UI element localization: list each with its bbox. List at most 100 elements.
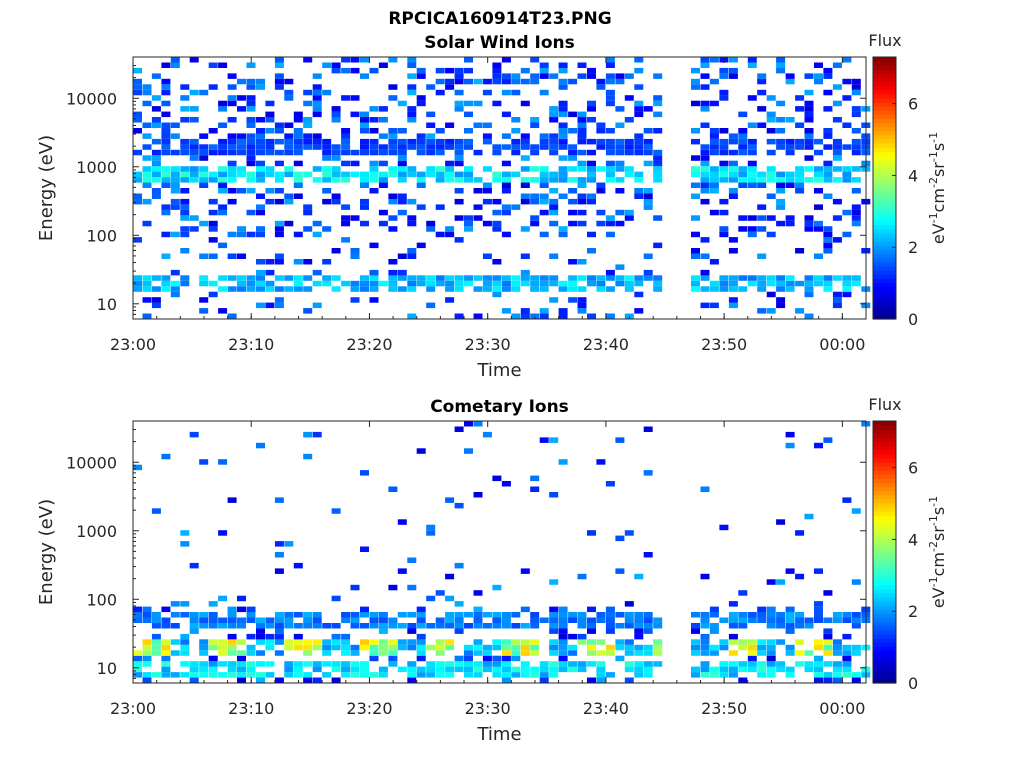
heatmap-cell — [407, 286, 417, 292]
heatmap-cell — [520, 313, 530, 319]
heatmap-cell — [293, 644, 303, 651]
heatmap-cell — [492, 259, 502, 265]
colorbar-swatch — [873, 654, 896, 659]
heatmap-cell — [208, 209, 218, 216]
heatmap-cell — [492, 286, 502, 292]
heatmap-cell — [322, 188, 332, 194]
heatmap-cell — [161, 133, 171, 139]
heatmap-cell — [624, 171, 634, 178]
heatmap-cell — [766, 661, 776, 667]
heatmap-cell — [464, 138, 473, 145]
heatmap-cell — [776, 220, 786, 227]
heatmap-cell — [709, 171, 719, 178]
panel-title: Cometary Ions — [430, 397, 569, 417]
heatmap-cell — [823, 177, 833, 183]
heatmap-cell — [605, 644, 615, 651]
heatmap-cell — [530, 650, 540, 656]
heatmap-cell — [719, 209, 729, 216]
heatmap-cell — [728, 166, 738, 172]
heatmap-cell — [360, 672, 369, 678]
heatmap-cell — [832, 672, 842, 678]
heatmap-cell — [208, 171, 218, 178]
heatmap-cell — [435, 128, 445, 134]
heatmap-cell — [426, 286, 436, 292]
heatmap-cell — [180, 144, 190, 150]
heatmap-cell — [208, 612, 218, 618]
heatmap-cell — [369, 138, 379, 145]
heatmap-cell — [539, 677, 549, 683]
heatmap-cell — [189, 661, 199, 667]
heatmap-cell — [435, 231, 445, 238]
colorbar-swatch — [873, 126, 896, 132]
heatmap-cell — [426, 220, 436, 227]
heatmap-cell — [549, 149, 559, 156]
heatmap-cell — [615, 122, 625, 128]
heatmap-cell — [189, 106, 199, 112]
heatmap-cell — [360, 280, 369, 287]
heatmap-cell — [218, 242, 228, 249]
heatmap-cell — [199, 182, 209, 188]
colorbar-swatch — [873, 261, 896, 267]
heatmap-cell — [303, 286, 313, 292]
heatmap-cell — [691, 166, 700, 172]
heatmap-cell — [170, 672, 180, 678]
heatmap-cell — [142, 182, 152, 188]
heatmap-cell — [237, 280, 246, 287]
heatmap-cell — [473, 492, 483, 498]
heatmap-cell — [587, 313, 596, 319]
heatmap-cell — [227, 275, 237, 281]
heatmap-cell — [719, 128, 729, 134]
heatmap-cell — [587, 231, 596, 238]
heatmap-cell — [832, 100, 842, 107]
heatmap-cell — [501, 650, 511, 656]
heatmap-cell — [256, 226, 265, 232]
heatmap-cell — [700, 573, 710, 580]
heatmap-cell — [568, 617, 578, 623]
heatmap-cell — [700, 177, 710, 183]
heatmap-cell — [823, 73, 833, 79]
heatmap-cell — [256, 639, 265, 645]
heatmap-cell — [587, 661, 596, 667]
heatmap-cell — [378, 209, 388, 216]
heatmap-cell — [624, 530, 634, 536]
heatmap-cell — [520, 644, 530, 651]
heatmap-cell — [435, 666, 445, 673]
heatmap-cell — [605, 57, 615, 63]
heatmap-cell — [293, 612, 303, 618]
heatmap-cell — [445, 297, 455, 303]
heatmap-cell — [482, 650, 492, 656]
heatmap-cell — [350, 617, 360, 623]
heatmap-cell — [435, 644, 445, 651]
heatmap-cell — [691, 182, 700, 188]
heatmap-cell — [445, 275, 455, 281]
heatmap-cell — [842, 655, 852, 662]
heatmap-cell — [719, 160, 729, 167]
colorbar-swatch — [873, 498, 896, 504]
heatmap-cell — [709, 259, 719, 265]
heatmap-cell — [161, 275, 171, 281]
heatmap-cells — [133, 57, 871, 319]
heatmap-cell — [274, 612, 284, 618]
heatmap-cell — [482, 89, 492, 96]
heatmap-cell — [851, 84, 861, 90]
heatmap-cell — [643, 138, 653, 145]
heatmap-cell — [719, 280, 729, 287]
heatmap-cell — [426, 595, 436, 602]
heatmap-cell — [350, 67, 360, 74]
heatmap-cell — [795, 639, 805, 645]
heatmap-cell — [445, 171, 455, 178]
heatmap-cell — [218, 122, 228, 128]
heatmap-cell — [482, 78, 492, 85]
heatmap-cell — [738, 133, 748, 139]
heatmap-cell — [284, 198, 294, 205]
heatmap-cell — [482, 133, 492, 139]
heatmap-cell — [785, 628, 795, 634]
heatmap-cell — [492, 639, 502, 645]
y-tick-label: 100 — [86, 226, 117, 245]
heatmap-cell — [691, 666, 700, 673]
heatmap-cell — [568, 280, 578, 287]
heatmap-cell — [237, 188, 246, 194]
heatmap-cell — [558, 62, 568, 68]
x-tick-label: 23:10 — [228, 699, 274, 718]
heatmap-cell — [303, 617, 313, 623]
